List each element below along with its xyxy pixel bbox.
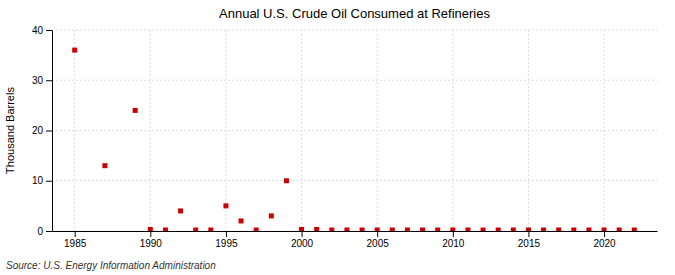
tick: 20	[32, 125, 52, 136]
tick: 1990	[140, 231, 163, 249]
point	[239, 218, 244, 223]
tick-mark	[226, 231, 227, 237]
point	[617, 227, 622, 231]
tick: 1995	[215, 231, 238, 249]
tick-mark	[46, 30, 52, 31]
tick-mark	[302, 231, 303, 237]
tick: 2020	[593, 231, 616, 249]
point	[405, 227, 410, 231]
point	[571, 227, 576, 231]
tick-label: 2020	[593, 238, 616, 249]
point	[450, 227, 455, 231]
point	[193, 227, 198, 231]
tick: 40	[32, 25, 52, 36]
point	[72, 48, 77, 53]
grid-line	[225, 30, 226, 231]
point	[496, 227, 501, 231]
source-note: Source: U.S. Energy Information Administ…	[6, 260, 216, 271]
grid-line	[150, 30, 151, 231]
point	[329, 227, 334, 231]
tick-label: 1995	[215, 238, 238, 249]
point	[481, 227, 486, 231]
tick-label: 0	[37, 226, 43, 237]
axis-line	[52, 31, 53, 232]
tick-mark	[528, 231, 529, 237]
point	[223, 203, 228, 208]
point	[284, 178, 289, 183]
point	[344, 227, 349, 231]
tick-label: 1985	[64, 238, 87, 249]
grid-line	[74, 30, 75, 231]
point	[299, 227, 304, 231]
grid-line	[604, 30, 605, 231]
point	[178, 208, 183, 213]
point	[390, 227, 395, 231]
point	[133, 108, 138, 113]
point	[148, 227, 153, 231]
tick-label: 20	[32, 125, 44, 136]
point	[360, 227, 365, 231]
point	[511, 227, 516, 231]
chart: 1985 1990 1995 2000 2005 2010 2015 2020 0 10 20 30 4…	[0, 0, 675, 275]
point	[208, 227, 213, 231]
grid-line	[452, 30, 453, 231]
tick-label: 2005	[367, 238, 390, 249]
tick-mark	[46, 131, 52, 132]
tick: 2015	[518, 231, 541, 249]
points	[72, 48, 637, 231]
point	[465, 227, 470, 231]
title: Annual U.S. Crude Oil Consumed at Refine…	[219, 6, 490, 21]
tick-label: 10	[32, 175, 44, 186]
point	[420, 227, 425, 231]
tick-mark	[604, 231, 605, 237]
point	[269, 213, 274, 218]
grid-line	[52, 30, 657, 31]
point	[556, 227, 561, 231]
point	[526, 227, 531, 231]
point	[632, 227, 637, 231]
tick: 2010	[442, 231, 465, 249]
axis-line	[53, 231, 658, 232]
tick-label: 40	[32, 25, 44, 36]
tick-label: 2010	[442, 238, 465, 249]
tick-label: 30	[32, 75, 44, 86]
x-axis: 1985 1990 1995 2000 2005 2010 2015 2020	[53, 231, 658, 249]
grid-line	[377, 30, 378, 231]
grid-line	[52, 180, 657, 181]
tick: 1985	[64, 231, 87, 249]
tick-mark	[75, 231, 76, 237]
point	[314, 227, 319, 231]
tick: 2005	[367, 231, 390, 249]
tick: 2000	[291, 231, 314, 249]
tick: 30	[32, 75, 52, 86]
grid-line	[52, 80, 657, 81]
y-axis: 0 10 20 30 40	[32, 25, 53, 237]
point	[541, 227, 546, 231]
point	[602, 227, 607, 231]
grid-line	[301, 30, 302, 231]
grid-line	[52, 231, 657, 232]
tick: 10	[32, 175, 52, 186]
plot: 1985 1990 1995 2000 2005 2010 2015 2020 0 10 20 30 4…	[32, 25, 658, 249]
point	[254, 227, 259, 231]
grid-line	[52, 130, 657, 131]
tick-mark	[46, 231, 52, 232]
tick-mark	[377, 231, 378, 237]
tick-label: 2015	[518, 238, 541, 249]
tick-mark	[46, 80, 52, 81]
tick-mark	[150, 231, 151, 237]
grid	[52, 30, 657, 231]
tick-label: 1990	[140, 238, 163, 249]
point	[163, 227, 168, 231]
point	[375, 227, 380, 231]
grid-line	[528, 30, 529, 231]
point	[435, 227, 440, 231]
y-axis-label: Thousand Barrels	[4, 87, 16, 174]
tick: 0	[37, 226, 52, 237]
tick-mark	[46, 181, 52, 182]
point	[586, 227, 591, 231]
point	[102, 163, 107, 168]
tick-mark	[453, 231, 454, 237]
tick-label: 2000	[291, 238, 314, 249]
